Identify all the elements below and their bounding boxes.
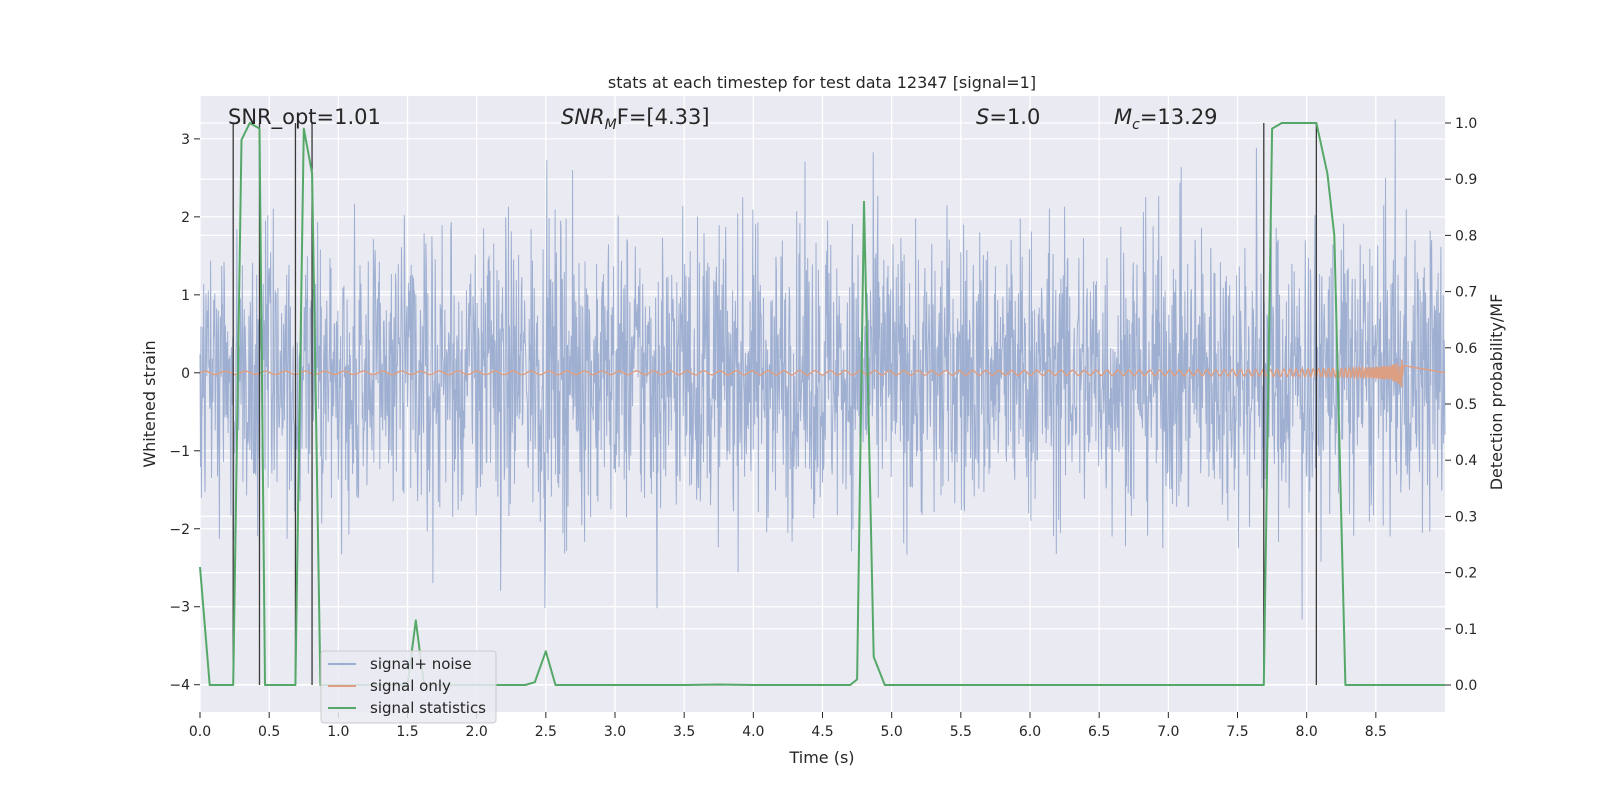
annotation-snr-opt: SNR_opt=1.01 <box>228 105 381 130</box>
y2-tick-label: 0.5 <box>1455 397 1477 413</box>
x-tick-label: 2.0 <box>466 724 488 740</box>
x-tick-label: 8.0 <box>1296 724 1318 740</box>
annotation-snr-mf-sub: M <box>605 117 617 133</box>
annotation-mc-base: M <box>1114 105 1132 129</box>
x-tick-label: 4.5 <box>811 724 833 740</box>
x-tick-label: 7.0 <box>1157 724 1179 740</box>
annotation-snr-mf: SNRMF=[4.33] <box>561 105 710 133</box>
x-tick-label: 0.0 <box>189 724 211 740</box>
annotation-snr-mf-rest: F=[4.33] <box>617 105 710 129</box>
y2-tick-label: 0.8 <box>1455 228 1477 244</box>
x-axis-label: Time (s) <box>788 748 854 767</box>
x-tick-label: 6.5 <box>1088 724 1110 740</box>
legend: signal+ noise signal only signal statist… <box>320 650 497 724</box>
y2-tick-label: 0.1 <box>1455 622 1477 638</box>
signal-statistics-line <box>199 122 1445 686</box>
annotation-s-rest: =1.0 <box>989 105 1040 129</box>
y-tick-label: 3 <box>181 132 190 148</box>
x-tick-label: 4.0 <box>742 724 764 740</box>
x-tick-label: 3.5 <box>673 724 695 740</box>
series-signal-statistics <box>199 122 1445 686</box>
annotation-mc-rest: =13.29 <box>1140 105 1218 129</box>
chart-title: stats at each timestep for test data 123… <box>608 73 1036 92</box>
y2-tick-labels: 1.0 0.9 0.8 0.7 0.6 0.5 0.4 0.3 0.2 0.1 0.0 <box>1445 116 1477 694</box>
annotation-mc: Mc=13.29 <box>1114 105 1218 133</box>
y2-tick-label: 1.0 <box>1455 116 1477 132</box>
y-tick-label: −1 <box>169 444 190 460</box>
y2-tick-label: 0.0 <box>1455 678 1477 694</box>
x-tick-label: 2.5 <box>535 724 557 740</box>
y-tick-label: 1 <box>181 288 190 304</box>
y2-tick-label: 0.6 <box>1455 341 1477 357</box>
x-tick-label: 1.5 <box>396 724 418 740</box>
series-signal-only <box>199 359 1446 389</box>
legend-label-signal-only: signal only <box>370 677 451 695</box>
y-axis-label: Whitened strain <box>140 340 159 467</box>
legend-label-signal-noise: signal+ noise <box>370 655 472 673</box>
y2-tick-label: 0.3 <box>1455 509 1477 525</box>
annotations: SNR_opt=1.01 SNRMF=[4.33] S=1.0 Mc=13.29 <box>228 105 1218 133</box>
legend-label-signal-statistics: signal statistics <box>370 699 486 717</box>
x-tick-label: 5.5 <box>950 724 972 740</box>
x-tick-label: 6.0 <box>1019 724 1041 740</box>
y-tick-label: 2 <box>181 210 190 226</box>
y-tick-label: −3 <box>169 600 190 616</box>
y-tick-labels: 3 2 1 0 −1 −2 −3 −4 <box>169 132 200 694</box>
y2-axis-label: Detection probability/MF <box>1487 294 1506 491</box>
x-tick-labels: 0.0 0.5 1.0 1.5 2.0 2.5 3.0 3.5 4.0 4.5 5.0 5.5 6.0 6… <box>189 712 1387 740</box>
signal-only-line <box>199 359 1446 389</box>
y-tick-label: −2 <box>169 522 190 538</box>
y-tick-label: −4 <box>169 678 190 694</box>
annotation-s: S=1.0 <box>976 105 1040 129</box>
y2-tick-label: 0.7 <box>1455 285 1477 301</box>
x-tick-label: 1.0 <box>327 724 349 740</box>
y-tick-label: 0 <box>181 366 190 382</box>
series-signal-noise <box>199 119 1446 620</box>
y2-tick-label: 0.4 <box>1455 453 1477 469</box>
annotation-mc-sub: c <box>1132 117 1140 133</box>
x-tick-label: 0.5 <box>258 724 280 740</box>
x-tick-label: 3.0 <box>604 724 626 740</box>
annotation-s-base: S <box>976 105 989 129</box>
y2-tick-label: 0.2 <box>1455 566 1477 582</box>
x-tick-label: 5.0 <box>881 724 903 740</box>
legend-box <box>320 650 497 724</box>
y2-tick-label: 0.9 <box>1455 172 1477 188</box>
x-tick-label: 7.5 <box>1226 724 1248 740</box>
x-tick-label: 8.5 <box>1365 724 1387 740</box>
annotation-snr-mf-base: SNR <box>561 105 605 129</box>
signal-noise-line <box>199 119 1446 620</box>
